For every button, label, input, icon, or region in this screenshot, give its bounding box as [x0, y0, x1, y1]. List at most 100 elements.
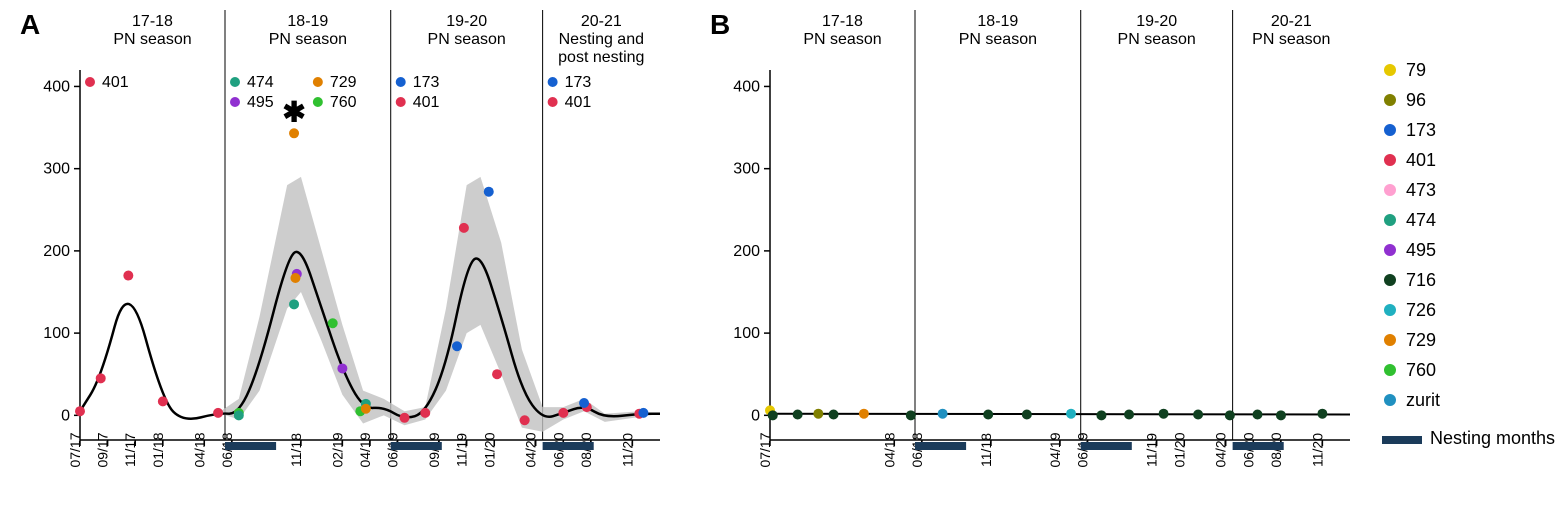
data-point: [1252, 410, 1262, 420]
trend-line: [770, 414, 1350, 415]
data-point: [579, 398, 589, 408]
season-label: 20-21: [1271, 13, 1312, 30]
data-point: [520, 415, 530, 425]
data-point: [859, 409, 869, 419]
ytick-label: 200: [43, 243, 70, 260]
inline-legend-label: 760: [330, 94, 357, 111]
xtick-label: 11/20: [619, 433, 635, 467]
ytick-label: 100: [43, 325, 70, 342]
panel-A: 010020030040007/1709/1711/1701/1804/1806…: [20, 9, 660, 468]
data-point: [1193, 410, 1203, 420]
season-label: PN season: [1252, 31, 1330, 48]
data-point: [361, 404, 371, 414]
nesting-bar: [225, 442, 276, 450]
data-point: [290, 273, 300, 283]
side-legend-label: 173: [1406, 120, 1436, 140]
season-label: PN season: [428, 31, 506, 48]
season-label: 20-21: [581, 13, 622, 30]
side-legend-marker: [1384, 274, 1396, 286]
inline-legend-marker: [313, 97, 323, 107]
confidence-band: [80, 177, 660, 432]
xtick-label: 11/17: [122, 433, 138, 467]
season-label: 18-19: [977, 13, 1018, 30]
data-point: [1225, 410, 1235, 420]
data-point: [1022, 410, 1032, 420]
side-legend-marker: [1384, 94, 1396, 106]
season-label: 19-20: [446, 13, 487, 30]
ytick-label: 400: [43, 78, 70, 95]
season-label: PN season: [113, 31, 191, 48]
xtick-label: 01/18: [150, 432, 166, 467]
side-legend-marker: [1384, 334, 1396, 346]
xtick-label: 11/19: [454, 433, 470, 467]
inline-legend-marker: [548, 97, 558, 107]
data-point: [793, 410, 803, 420]
data-point: [96, 373, 106, 383]
nesting-bar: [391, 442, 442, 450]
ytick-label: 400: [733, 78, 760, 95]
side-legend-label: 495: [1406, 240, 1436, 260]
xtick-label: 11/18: [978, 433, 994, 467]
season-label: 17-18: [822, 13, 863, 30]
figure-svg: 010020030040007/1709/1711/1701/1804/1806…: [0, 0, 1566, 508]
data-point: [558, 408, 568, 418]
data-point: [234, 410, 244, 420]
data-point: [75, 406, 85, 416]
inline-legend-label: 495: [247, 94, 274, 111]
side-legend-label: 729: [1406, 330, 1436, 350]
data-point: [492, 369, 502, 379]
xtick-label: 07/17: [67, 432, 83, 467]
data-point: [452, 341, 462, 351]
data-point: [813, 409, 823, 419]
side-legend-marker: [1384, 304, 1396, 316]
data-point: [1276, 410, 1286, 420]
ytick-label: 0: [61, 407, 70, 424]
inline-legend-marker: [313, 77, 323, 87]
inline-legend-label: 729: [330, 74, 357, 91]
nesting-legend-swatch: [1382, 436, 1422, 444]
nesting-bar: [1081, 442, 1132, 450]
data-point: [829, 410, 839, 420]
panel-letter: B: [710, 9, 730, 40]
side-legend-label: 716: [1406, 270, 1436, 290]
side-legend-marker: [1384, 214, 1396, 226]
data-point: [906, 410, 916, 420]
inline-legend-label: 474: [247, 74, 274, 91]
side-legend-label: 96: [1406, 90, 1426, 110]
inline-legend-marker: [396, 97, 406, 107]
nesting-bar: [915, 442, 966, 450]
xtick-label: 11/20: [1309, 433, 1325, 467]
side-legend-marker: [1384, 244, 1396, 256]
ytick-label: 100: [733, 325, 760, 342]
xtick-label: 04/19: [1047, 432, 1063, 467]
inline-legend-label: 401: [565, 94, 592, 111]
side-legend-label: 473: [1406, 180, 1436, 200]
side-legend-marker: [1384, 64, 1396, 76]
data-point: [328, 318, 338, 328]
nesting-bar: [543, 442, 594, 450]
data-point: [459, 223, 469, 233]
side-legend-label: 401: [1406, 150, 1436, 170]
ytick-label: 300: [43, 161, 70, 178]
data-point: [213, 408, 223, 418]
inline-legend-label: 173: [413, 74, 440, 91]
season-label: PN season: [959, 31, 1037, 48]
data-point: [420, 408, 430, 418]
side-legend-marker: [1384, 394, 1396, 406]
xtick-label: 04/18: [191, 432, 207, 467]
side-legend-marker: [1384, 154, 1396, 166]
side-legend-marker: [1384, 124, 1396, 136]
season-label: post nesting: [558, 49, 644, 66]
data-point: [289, 299, 299, 309]
season-label: Nesting and: [559, 31, 644, 48]
side-legend-label: 474: [1406, 210, 1436, 230]
data-point: [484, 187, 494, 197]
data-point: [1096, 410, 1106, 420]
season-label: 17-18: [132, 13, 173, 30]
inline-legend-label: 401: [102, 74, 129, 91]
ytick-label: 0: [751, 407, 760, 424]
data-point: [1159, 409, 1169, 419]
xtick-label: 11/19: [1144, 433, 1160, 467]
season-label: PN season: [1118, 31, 1196, 48]
nesting-bar: [1233, 442, 1284, 450]
